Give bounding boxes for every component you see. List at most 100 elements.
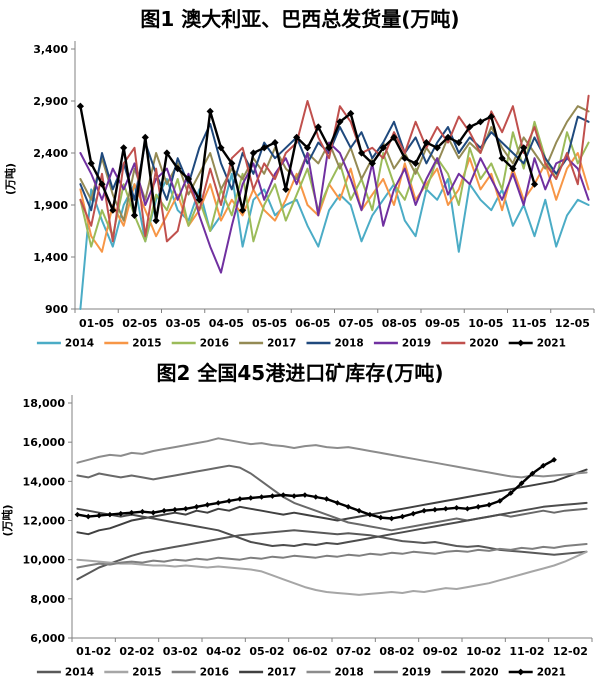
- x-tick-label: 01-05: [79, 317, 114, 330]
- diamond-marker: [529, 470, 536, 477]
- diamond-marker: [410, 510, 417, 517]
- x-tick-label: 02-05: [122, 317, 157, 330]
- series-2021-markers: [76, 102, 539, 225]
- y-tick-label: 900: [45, 303, 68, 316]
- diamond-marker: [258, 494, 265, 500]
- diamond-marker: [174, 165, 182, 173]
- y-tick-label: 18,000: [23, 397, 66, 410]
- diamond-marker: [388, 515, 395, 522]
- series-2017-line: [79, 105, 590, 222]
- diamond-marker: [498, 154, 506, 162]
- diamond-marker: [204, 502, 211, 508]
- x-tick-label: 05-05: [252, 317, 287, 330]
- legend-label: 2018: [335, 338, 364, 350]
- diamond-marker: [87, 159, 95, 167]
- diamond-marker: [401, 154, 409, 162]
- x-axis: 01-02 02-02 03-02 04-02 05-02 06-02 07-02 08-02…: [71, 638, 593, 658]
- diamond-marker: [476, 118, 485, 126]
- diamond-marker: [152, 217, 160, 225]
- y-axis-title: (万吨): [0, 504, 14, 536]
- diamond-marker: [520, 144, 528, 152]
- x-tick-label: 10-05: [468, 317, 503, 330]
- x-axis: 01-05 02-05 03-05 04-05 05-05 06-05 07-05 08-05…: [74, 309, 595, 330]
- diamond-marker: [193, 503, 200, 510]
- y-tick-label: 2,900: [33, 95, 68, 108]
- x-tick-label: 10-02: [466, 645, 501, 658]
- diamond-marker: [74, 511, 81, 518]
- diamond-marker: [107, 511, 113, 518]
- legend-item-2017: 2017: [239, 667, 296, 679]
- figure-2-plot: 6,000 8,000 10,000 12,000 14,000 16,000 18,000…: [0, 395, 593, 679]
- x-tick-label: 04-02: [206, 645, 241, 658]
- y-tick-label: 1,900: [33, 199, 68, 212]
- series-2020-line: [76, 501, 588, 547]
- x-tick-label: 09-02: [423, 645, 458, 658]
- series-2015-line: [79, 152, 590, 253]
- y-tick-label: 16,000: [23, 436, 66, 449]
- legend-label: 2018: [335, 667, 364, 679]
- diamond-marker: [120, 144, 128, 152]
- figure-1-title: 图1 澳大利亚、巴西总发货量(万吨): [140, 7, 460, 31]
- diamond-marker: [444, 133, 452, 141]
- legend-item-2021: 2021: [508, 338, 566, 350]
- diamond-marker: [453, 504, 460, 511]
- diamond-marker: [530, 180, 539, 188]
- legend-item-2014: 2014: [36, 338, 94, 350]
- x-tick-label: 11-02: [509, 645, 544, 658]
- diamond-marker: [466, 123, 474, 131]
- x-tick-label: 04-05: [209, 317, 244, 330]
- legend-label: 2019: [402, 338, 431, 350]
- legend-label: 2016: [200, 667, 229, 679]
- diamond-marker: [540, 462, 547, 469]
- diamond-marker: [314, 123, 322, 131]
- diamond-marker: [76, 102, 85, 110]
- diamond-marker: [206, 107, 214, 115]
- series-lines: [74, 437, 588, 596]
- diamond-marker: [357, 149, 366, 157]
- legend-item-2019: 2019: [373, 338, 431, 350]
- diamond-marker: [141, 133, 149, 141]
- legend-item-2020: 2020: [441, 338, 499, 350]
- diamond-marker: [455, 139, 463, 147]
- diamond-marker: [377, 514, 384, 521]
- diamond-marker: [433, 144, 441, 152]
- diamond-marker: [269, 493, 276, 499]
- legend-item-2020: 2020: [441, 667, 499, 679]
- figure-2-title: 图2 全国45港进口矿库存(万吨): [156, 361, 444, 385]
- diamond-marker: [161, 507, 167, 514]
- diamond-marker: [325, 144, 333, 152]
- diamond-marker: [271, 139, 279, 147]
- diamond-marker: [237, 496, 243, 502]
- diamond-marker: [238, 206, 247, 214]
- y-tick-label: 1,400: [33, 251, 68, 264]
- y-tick-label: 10,000: [23, 554, 66, 567]
- x-tick-label: 01-02: [76, 645, 111, 658]
- legend-label: 2019: [402, 667, 431, 679]
- x-tick-label: 09-05: [425, 317, 460, 330]
- legend-label: 2021: [537, 667, 566, 679]
- legend-item-2018: 2018: [306, 338, 364, 350]
- diamond-marker: [291, 493, 297, 499]
- y-tick-label: 8,000: [30, 593, 65, 606]
- legend-marker: [517, 339, 525, 347]
- series-2014-line: [76, 529, 588, 581]
- series-2016-line: [79, 120, 590, 248]
- diamond-marker: [421, 507, 427, 514]
- diamond-marker: [303, 144, 312, 152]
- x-tick-label: 12-02: [553, 645, 588, 658]
- legend-item-2015: 2015: [104, 338, 162, 350]
- diamond-marker: [432, 506, 438, 513]
- x-tick-label: 07-02: [336, 645, 371, 658]
- series-lines: [76, 94, 590, 310]
- legend-label: 2016: [200, 338, 229, 350]
- diamond-marker: [487, 113, 495, 121]
- y-tick-label: 2,400: [33, 147, 68, 160]
- x-tick-label: 02-02: [119, 645, 154, 658]
- y-axis-title: (万吨): [3, 163, 17, 195]
- diamond-marker: [464, 505, 471, 512]
- diamond-marker: [85, 513, 92, 520]
- legend-item-2021: 2021: [508, 667, 566, 679]
- x-tick-label: 12-05: [555, 317, 590, 330]
- legend: 2014 2015 2016 2017 2018 2019 2020 2021: [36, 338, 566, 350]
- diamond-marker: [442, 505, 449, 512]
